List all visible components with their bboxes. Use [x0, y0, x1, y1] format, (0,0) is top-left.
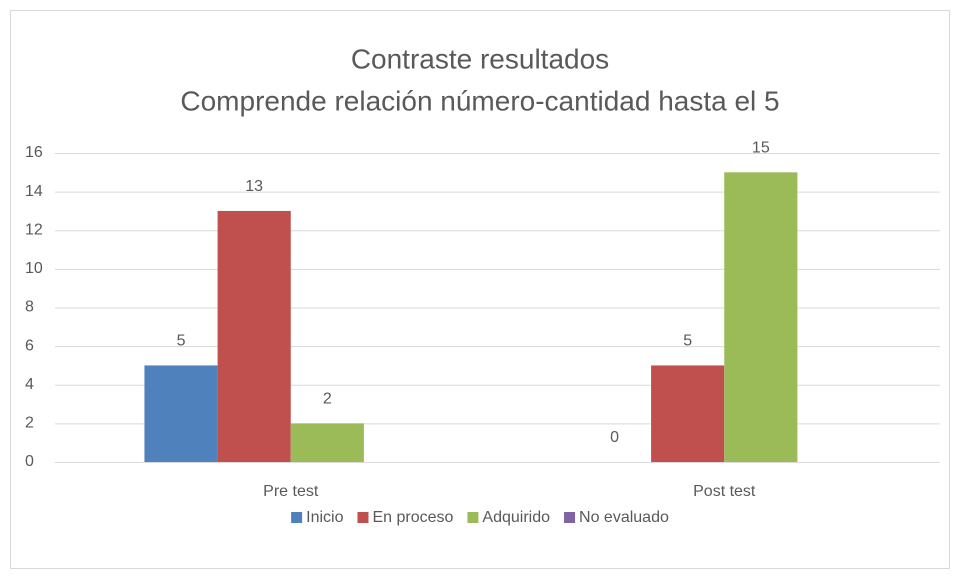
- chart-subtitle: Comprende relación número-cantidad hasta…: [180, 85, 779, 116]
- y-tick-label: 12: [25, 221, 43, 238]
- y-tick-label: 2: [25, 415, 34, 432]
- legend-swatch: [291, 512, 303, 523]
- y-tick-label: 10: [25, 260, 43, 277]
- data-label: 15: [752, 140, 770, 157]
- legend-label: No evaluado: [579, 509, 669, 526]
- legend-label: Inicio: [306, 509, 343, 526]
- legend-swatch: [357, 512, 369, 523]
- legend-label: Adquirido: [482, 509, 550, 526]
- x-tick-label: Post test: [693, 483, 756, 500]
- data-label: 5: [683, 333, 692, 350]
- y-tick-label: 8: [25, 299, 34, 316]
- bar: [144, 365, 218, 462]
- legend-swatch: [467, 512, 479, 523]
- y-tick-label: 4: [25, 376, 34, 393]
- legend-swatch: [564, 512, 576, 523]
- y-tick-label: 16: [25, 144, 43, 161]
- data-label: 5: [177, 333, 186, 350]
- y-tick-label: 6: [25, 337, 34, 354]
- bar: [724, 172, 798, 462]
- data-label: 0: [610, 429, 619, 446]
- bar: [651, 365, 725, 462]
- x-tick-label: Pre test: [263, 483, 319, 500]
- legend: Inicio En proceso Adquirido No evaluado: [291, 509, 669, 526]
- chart-title: Contraste resultados: [351, 43, 609, 74]
- y-tick-label: 0: [25, 453, 34, 470]
- legend-label: En proceso: [372, 509, 453, 526]
- bar: [290, 423, 364, 462]
- bar: [217, 210, 291, 462]
- data-label: 2: [323, 391, 332, 408]
- data-label: 13: [245, 178, 263, 195]
- y-tick-label: 14: [25, 183, 43, 200]
